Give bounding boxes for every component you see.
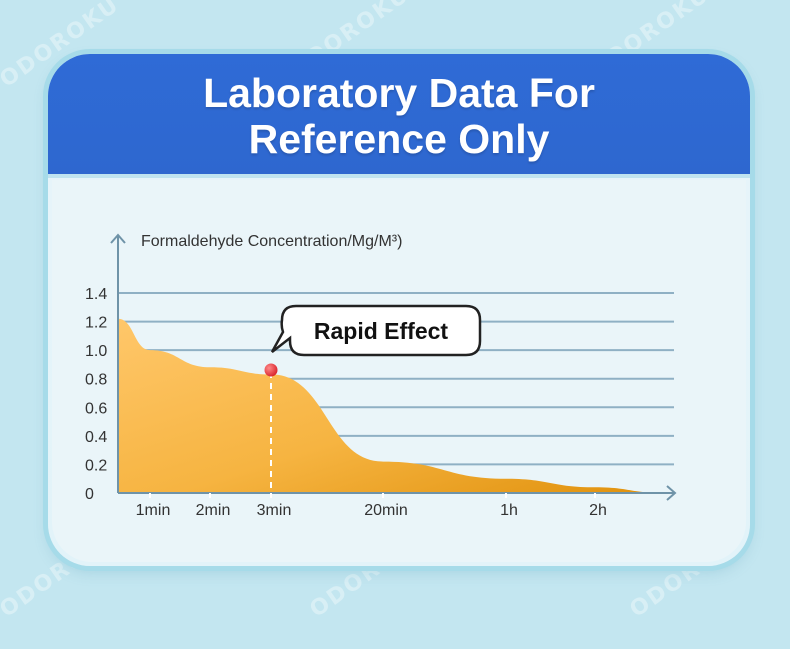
y-tick-label: 1.2 — [85, 315, 107, 332]
y-tick-label: 1.4 — [85, 286, 107, 303]
x-tick-label: 3min — [257, 502, 292, 519]
callout-marker — [264, 363, 278, 377]
x-tick-label: 2min — [196, 502, 231, 519]
page-title-line-2: Reference Only — [248, 116, 550, 162]
title-banner: Laboratory Data For Reference Only — [48, 54, 750, 178]
page-title-line-1: Laboratory Data For — [203, 70, 595, 116]
x-tick-label: 2h — [589, 502, 607, 519]
x-tick-label: 20min — [364, 502, 408, 519]
x-tick-labels: 1min 2min 3min 20min 1h 2h — [136, 493, 607, 519]
y-tick-label: 1.0 — [85, 343, 107, 360]
concentration-area — [118, 318, 664, 493]
y-tick-labels: 1.4 1.2 1.0 0.8 0.6 0.4 0.2 0 — [85, 286, 107, 503]
y-tick-label: 0.2 — [85, 457, 107, 474]
y-tick-label: 0.4 — [85, 429, 107, 446]
callout-label: Rapid Effect — [314, 318, 449, 344]
y-tick-label: 0 — [85, 486, 94, 503]
y-tick-label: 0.8 — [85, 372, 107, 389]
y-tick-label: 0.6 — [85, 400, 107, 417]
x-tick-label: 1h — [500, 502, 518, 519]
x-axis-arrow — [666, 485, 677, 501]
x-tick-label: 1min — [136, 502, 171, 519]
callout-bubble: Rapid Effect — [270, 304, 482, 357]
y-axis-arrow — [110, 233, 126, 244]
y-axis-label: Formaldehyde Concentration/Mg/M³) — [141, 233, 402, 250]
